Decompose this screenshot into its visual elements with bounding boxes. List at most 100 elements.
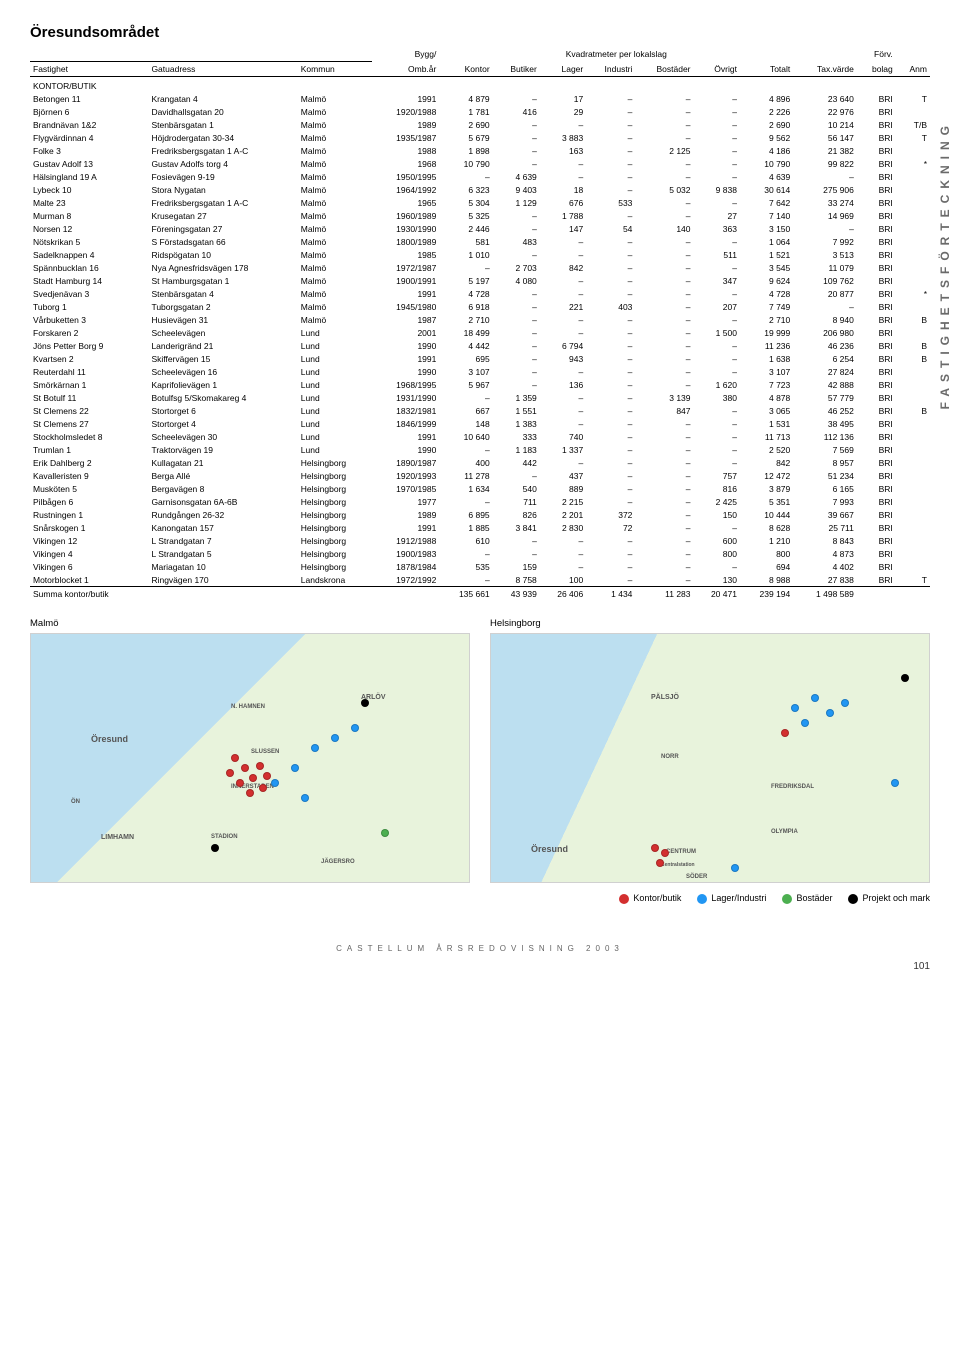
map-dot <box>331 734 339 742</box>
map-dot <box>271 779 279 787</box>
table-row: St Clemens 22Stortorget 6Lund1832/198166… <box>30 404 930 417</box>
table-row: Kvartsen 2Skiffervägen 15Lund1991695–943… <box>30 352 930 365</box>
map-dot <box>901 674 909 682</box>
sum-row: Summa kontor/butik135 66143 93926 4061 4… <box>30 587 930 601</box>
table-row: Stockholmsledet 8Scheelevägen 30Lund1991… <box>30 430 930 443</box>
table-row: Gustav Adolf 13Gustav Adolfs torg 4Malmö… <box>30 157 930 170</box>
column-header: Fastighet <box>30 61 148 76</box>
table-row: Brandnävan 1&2Stenbärsgatan 1Malmö19892 … <box>30 118 930 131</box>
table-row: Forskaren 2ScheelevägenLund200118 499–––… <box>30 326 930 339</box>
map-malmo-title: Malmö <box>30 618 470 629</box>
hdr-sqm: Kvadratmeter per lokalslag <box>439 47 793 61</box>
column-header: Anm <box>896 61 930 76</box>
table-row: Nötskrikan 5S Förstadsgatan 66Malmö1800/… <box>30 235 930 248</box>
table-row: Kavalleristen 9Berga AlléHelsingborg1920… <box>30 469 930 482</box>
table-body: KONTOR/BUTIK Betongen 11Krangatan 4Malmö… <box>30 76 930 600</box>
table-row: Hälsingland 19 AFosievägen 9-19Malmö1950… <box>30 170 930 183</box>
table-row: St Botulf 11Botulfsg 5/Skomakareg 4Lund1… <box>30 391 930 404</box>
map-malmo-block: Malmö ÖresundN. HAMNENARLÖVSLUSSENINNERS… <box>30 618 470 883</box>
column-header: Kommun <box>298 61 373 76</box>
column-header: Bostäder <box>635 61 693 76</box>
map-hbg: PÄLSJÖNORRFREDRIKSDALOLYMPIACENTRUMSÖDER… <box>490 633 930 883</box>
page-title: Öresundsområdet <box>30 24 930 41</box>
footer-text: CASTELLUM ÅRSREDOVISNING 2003 <box>30 944 930 953</box>
map-hbg-title: Helsingborg <box>490 618 930 629</box>
table-row: Norsen 12Föreningsgatan 27Malmö1930/1990… <box>30 222 930 235</box>
column-header: Lager <box>540 61 586 76</box>
map-dot <box>263 772 271 780</box>
map-label: STADION <box>211 834 238 840</box>
page-number: 101 <box>30 961 930 972</box>
legend-item: Projekt och mark <box>848 893 930 904</box>
table-row: Betongen 11Krangatan 4Malmö19914 879–17–… <box>30 92 930 105</box>
table-row: Snårskogen 1Kanongatan 157Helsingborg199… <box>30 521 930 534</box>
map-dot <box>811 694 819 702</box>
map-dot <box>236 779 244 787</box>
table-row: Rustningen 1Rundgången 26-32Helsingborg1… <box>30 508 930 521</box>
map-dot <box>841 699 849 707</box>
map-label: Centralstation <box>661 862 695 868</box>
column-header: Kontor <box>439 61 492 76</box>
map-malmo: ÖresundN. HAMNENARLÖVSLUSSENINNERSTADENÖ… <box>30 633 470 883</box>
map-dot <box>731 864 739 872</box>
map-dot <box>791 704 799 712</box>
legend-item: Kontor/butik <box>619 893 681 904</box>
table-row: Smörkärnan 1Kaprifolievägen 1Lund1968/19… <box>30 378 930 391</box>
table-row: Vikingen 12L Strandgatan 7Helsingborg191… <box>30 534 930 547</box>
map-dot <box>226 769 234 777</box>
column-header: Omb.år <box>372 61 439 76</box>
map-label: CENTRUM <box>666 849 696 855</box>
map-dot <box>781 729 789 737</box>
map-dot <box>256 762 264 770</box>
table-row: Sadelknappen 4Ridspögatan 10Malmö19851 0… <box>30 248 930 261</box>
legend-swatch <box>782 894 792 904</box>
maps-container: Malmö ÖresundN. HAMNENARLÖVSLUSSENINNERS… <box>30 618 930 883</box>
map-label: ÖN <box>71 799 80 805</box>
legend-swatch <box>619 894 629 904</box>
table-row: Vikingen 6Mariagatan 10Helsingborg1878/1… <box>30 560 930 573</box>
table-row: Flygvärdinnan 4Höjdrodergatan 30-34Malmö… <box>30 131 930 144</box>
legend-swatch <box>848 894 858 904</box>
map-label: OLYMPIA <box>771 829 798 835</box>
map-label: LIMHAMN <box>101 834 134 841</box>
map-label: Öresund <box>91 734 128 744</box>
table-row: Pilbågen 6Garnisonsgatan 6A-6BHelsingbor… <box>30 495 930 508</box>
map-dot <box>826 709 834 717</box>
table-row: Folke 3Fredriksbergsgatan 1 A-CMalmö1988… <box>30 144 930 157</box>
table-row: Musköten 5Bergavägen 8Helsingborg1970/19… <box>30 482 930 495</box>
column-header: Övrigt <box>694 61 740 76</box>
hdr-bygg: Bygg/ <box>372 47 439 61</box>
map-dot <box>259 784 267 792</box>
table-row: Trumlan 1Traktorvägen 19Lund1990–1 1831 … <box>30 443 930 456</box>
column-header: Butiker <box>493 61 540 76</box>
legend-item: Lager/Industri <box>697 893 766 904</box>
map-dot <box>241 764 249 772</box>
table-row: St Clemens 27Stortorget 4Lund1846/199914… <box>30 417 930 430</box>
side-vertical-label: FASTIGHETSFÖRTECKNING <box>938 120 952 409</box>
map-dot <box>311 744 319 752</box>
property-table: Bygg/ Kvadratmeter per lokalslag Förv. F… <box>30 47 930 600</box>
table-row: Björnen 6Davidhallsgatan 20Malmö1920/198… <box>30 105 930 118</box>
table-row: Lybeck 10Stora NygatanMalmö1964/19926 32… <box>30 183 930 196</box>
column-header: Tax.värde <box>793 61 857 76</box>
table-row: Stadt Hamburg 14St Hamburgsgatan 1Malmö1… <box>30 274 930 287</box>
table-row: Malte 23Fredriksbergsgatan 1 A-CMalmö196… <box>30 196 930 209</box>
map-dot <box>801 719 809 727</box>
legend-item: Bostäder <box>782 893 832 904</box>
table-row: Murman 8Krusegatan 27Malmö1960/19895 325… <box>30 209 930 222</box>
map-label: JÄGERSRO <box>321 859 355 865</box>
map-label: SLUSSEN <box>251 749 279 755</box>
map-dot <box>211 844 219 852</box>
map-hbg-block: Helsingborg PÄLSJÖNORRFREDRIKSDALOLYMPIA… <box>490 618 930 883</box>
column-header: Totalt <box>740 61 793 76</box>
table-row: Spännbucklan 16Nya Agnesfridsvägen 178Ma… <box>30 261 930 274</box>
hdr-forv: Förv. <box>857 47 896 61</box>
map-dot <box>891 779 899 787</box>
map-dot <box>231 754 239 762</box>
map-dot <box>661 849 669 857</box>
map-label: NORR <box>661 754 679 760</box>
map-label: Öresund <box>531 844 568 854</box>
table-row: Vårbuketten 3Husievägen 31Malmö19872 710… <box>30 313 930 326</box>
table-row: Jöns Petter Borg 9Landerigränd 21Lund199… <box>30 339 930 352</box>
section-row: KONTOR/BUTIK <box>30 76 930 92</box>
